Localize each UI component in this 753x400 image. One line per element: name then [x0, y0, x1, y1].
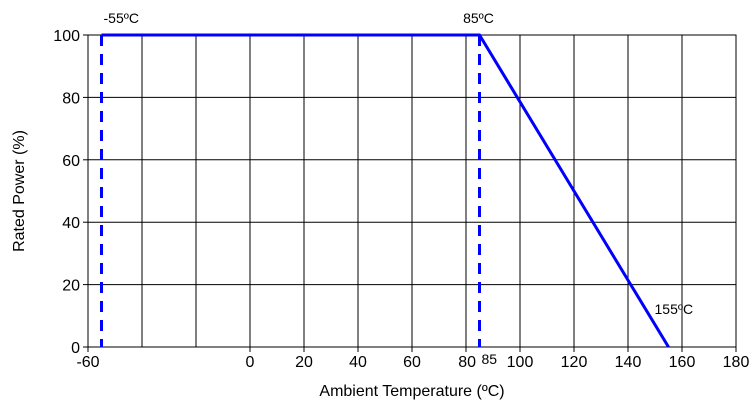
x-tick-label: 20: [295, 354, 313, 371]
y-axis-title: Rated Power (%): [11, 130, 28, 252]
y-tick-label: 80: [62, 90, 80, 107]
x-tick-label: 80: [458, 354, 476, 371]
series-line: [101, 33, 670, 348]
y-tick-label: 20: [62, 278, 80, 295]
x-tick-label: 180: [723, 354, 750, 371]
x-tick-label: 0: [246, 354, 255, 371]
x-tick-labels: -60 0 20 40 60 80 100 120 140 160 180: [76, 347, 749, 371]
x-tick-label: 60: [403, 354, 421, 371]
annotation-label: 85: [482, 351, 498, 367]
annotation-label: 85ºC: [463, 10, 494, 26]
y-tick-label: 100: [53, 28, 80, 45]
annotation-label: -55ºC: [104, 10, 139, 26]
x-tick-label: 100: [507, 354, 534, 371]
x-tick-label: -60: [76, 354, 99, 371]
y-tick-label: 60: [62, 153, 80, 170]
annotations: -55ºC 85ºC 155ºC 85: [104, 10, 694, 367]
y-tick-label: 40: [62, 215, 80, 232]
x-tick-label: 140: [615, 354, 642, 371]
reference-lines: [100, 35, 481, 347]
x-tick-label: 160: [669, 354, 696, 371]
x-tick-label: 40: [349, 354, 367, 371]
y-tick-label: 0: [71, 340, 80, 357]
x-axis-title: Ambient Temperature (ºC): [319, 383, 504, 400]
series-group: [101, 33, 670, 348]
x-tick-label: 120: [561, 354, 588, 371]
y-tick-labels: 0 20 40 60 80 100: [53, 28, 88, 357]
annotation-label: 155ºC: [655, 301, 694, 317]
